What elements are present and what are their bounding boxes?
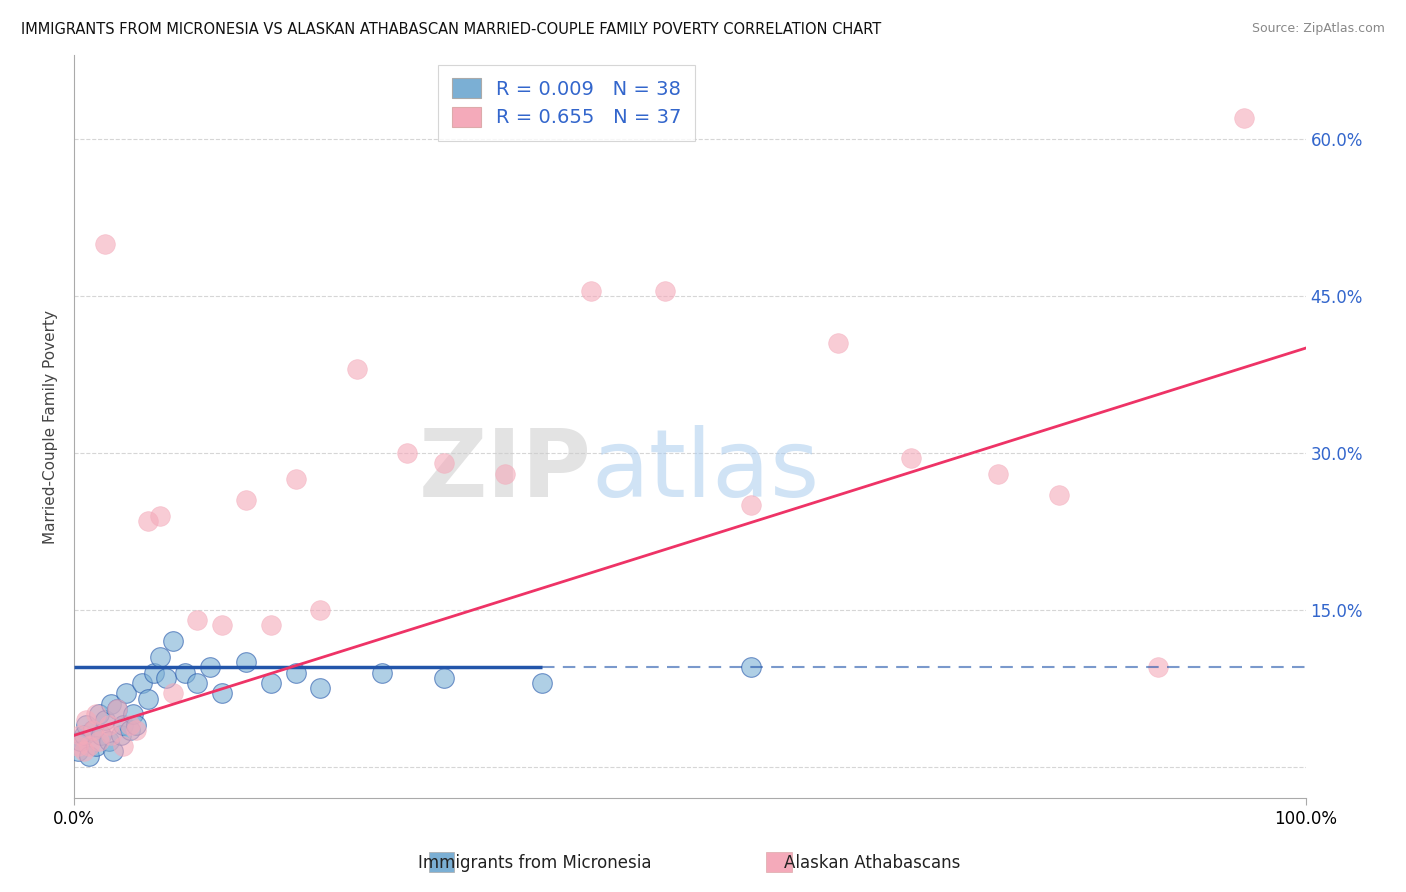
Point — [110, 728, 132, 742]
Point — [260, 618, 283, 632]
Point — [73, 744, 96, 758]
Point — [143, 665, 166, 680]
Point — [371, 665, 394, 680]
Point — [186, 613, 208, 627]
Point — [174, 665, 197, 680]
Point — [122, 707, 145, 722]
Point — [211, 618, 233, 632]
Point — [77, 749, 100, 764]
Point — [309, 603, 332, 617]
Point — [118, 723, 141, 738]
Point — [124, 723, 146, 738]
Point — [94, 713, 117, 727]
Point — [1146, 660, 1168, 674]
Point — [740, 498, 762, 512]
Point — [432, 456, 454, 470]
Point — [211, 686, 233, 700]
Y-axis label: Married-Couple Family Poverty: Married-Couple Family Poverty — [44, 310, 58, 543]
Point — [346, 362, 368, 376]
Point — [136, 514, 159, 528]
Point — [75, 718, 97, 732]
Point — [198, 660, 221, 674]
Point — [69, 728, 91, 742]
Point — [84, 739, 107, 753]
Point — [87, 707, 110, 722]
Text: Source: ZipAtlas.com: Source: ZipAtlas.com — [1251, 22, 1385, 36]
Point — [118, 718, 141, 732]
Point — [97, 733, 120, 747]
Point — [186, 676, 208, 690]
Point — [987, 467, 1010, 481]
Point — [1047, 488, 1070, 502]
Point — [309, 681, 332, 696]
Point — [494, 467, 516, 481]
Point — [395, 446, 418, 460]
Point — [531, 676, 554, 690]
Point — [149, 649, 172, 664]
Point — [284, 665, 307, 680]
Point — [260, 676, 283, 690]
Point — [69, 733, 91, 747]
Point — [235, 492, 257, 507]
Point — [654, 284, 676, 298]
Point — [740, 660, 762, 674]
Point — [432, 671, 454, 685]
Point — [90, 728, 112, 742]
Point — [100, 728, 122, 742]
Point — [73, 728, 96, 742]
Point — [131, 676, 153, 690]
Point — [105, 702, 128, 716]
Text: ZIP: ZIP — [419, 425, 592, 517]
Point — [84, 707, 107, 722]
Point — [112, 718, 135, 732]
Point — [100, 697, 122, 711]
Point — [162, 686, 184, 700]
Point — [827, 335, 849, 350]
Point — [112, 739, 135, 753]
Text: Alaskan Athabascans: Alaskan Athabascans — [783, 854, 960, 871]
Point — [149, 508, 172, 523]
Text: Immigrants from Micronesia: Immigrants from Micronesia — [418, 854, 651, 871]
Point — [66, 744, 89, 758]
Point — [235, 655, 257, 669]
Point — [94, 236, 117, 251]
Point — [162, 634, 184, 648]
Point — [103, 744, 125, 758]
Point — [124, 718, 146, 732]
Point — [900, 450, 922, 465]
Point — [77, 739, 100, 753]
Point — [82, 723, 104, 738]
Point — [97, 718, 120, 732]
Legend: R = 0.009   N = 38, R = 0.655   N = 37: R = 0.009 N = 38, R = 0.655 N = 37 — [439, 65, 696, 141]
Point — [66, 739, 89, 753]
Text: atlas: atlas — [592, 425, 820, 517]
Point — [155, 671, 177, 685]
Point — [581, 284, 603, 298]
Point — [82, 723, 104, 738]
Text: IMMIGRANTS FROM MICRONESIA VS ALASKAN ATHABASCAN MARRIED-COUPLE FAMILY POVERTY C: IMMIGRANTS FROM MICRONESIA VS ALASKAN AT… — [21, 22, 882, 37]
Point — [114, 686, 136, 700]
Point — [75, 713, 97, 727]
Point — [87, 733, 110, 747]
Point — [284, 472, 307, 486]
Point — [105, 702, 128, 716]
Point — [136, 691, 159, 706]
Point — [1233, 111, 1256, 125]
